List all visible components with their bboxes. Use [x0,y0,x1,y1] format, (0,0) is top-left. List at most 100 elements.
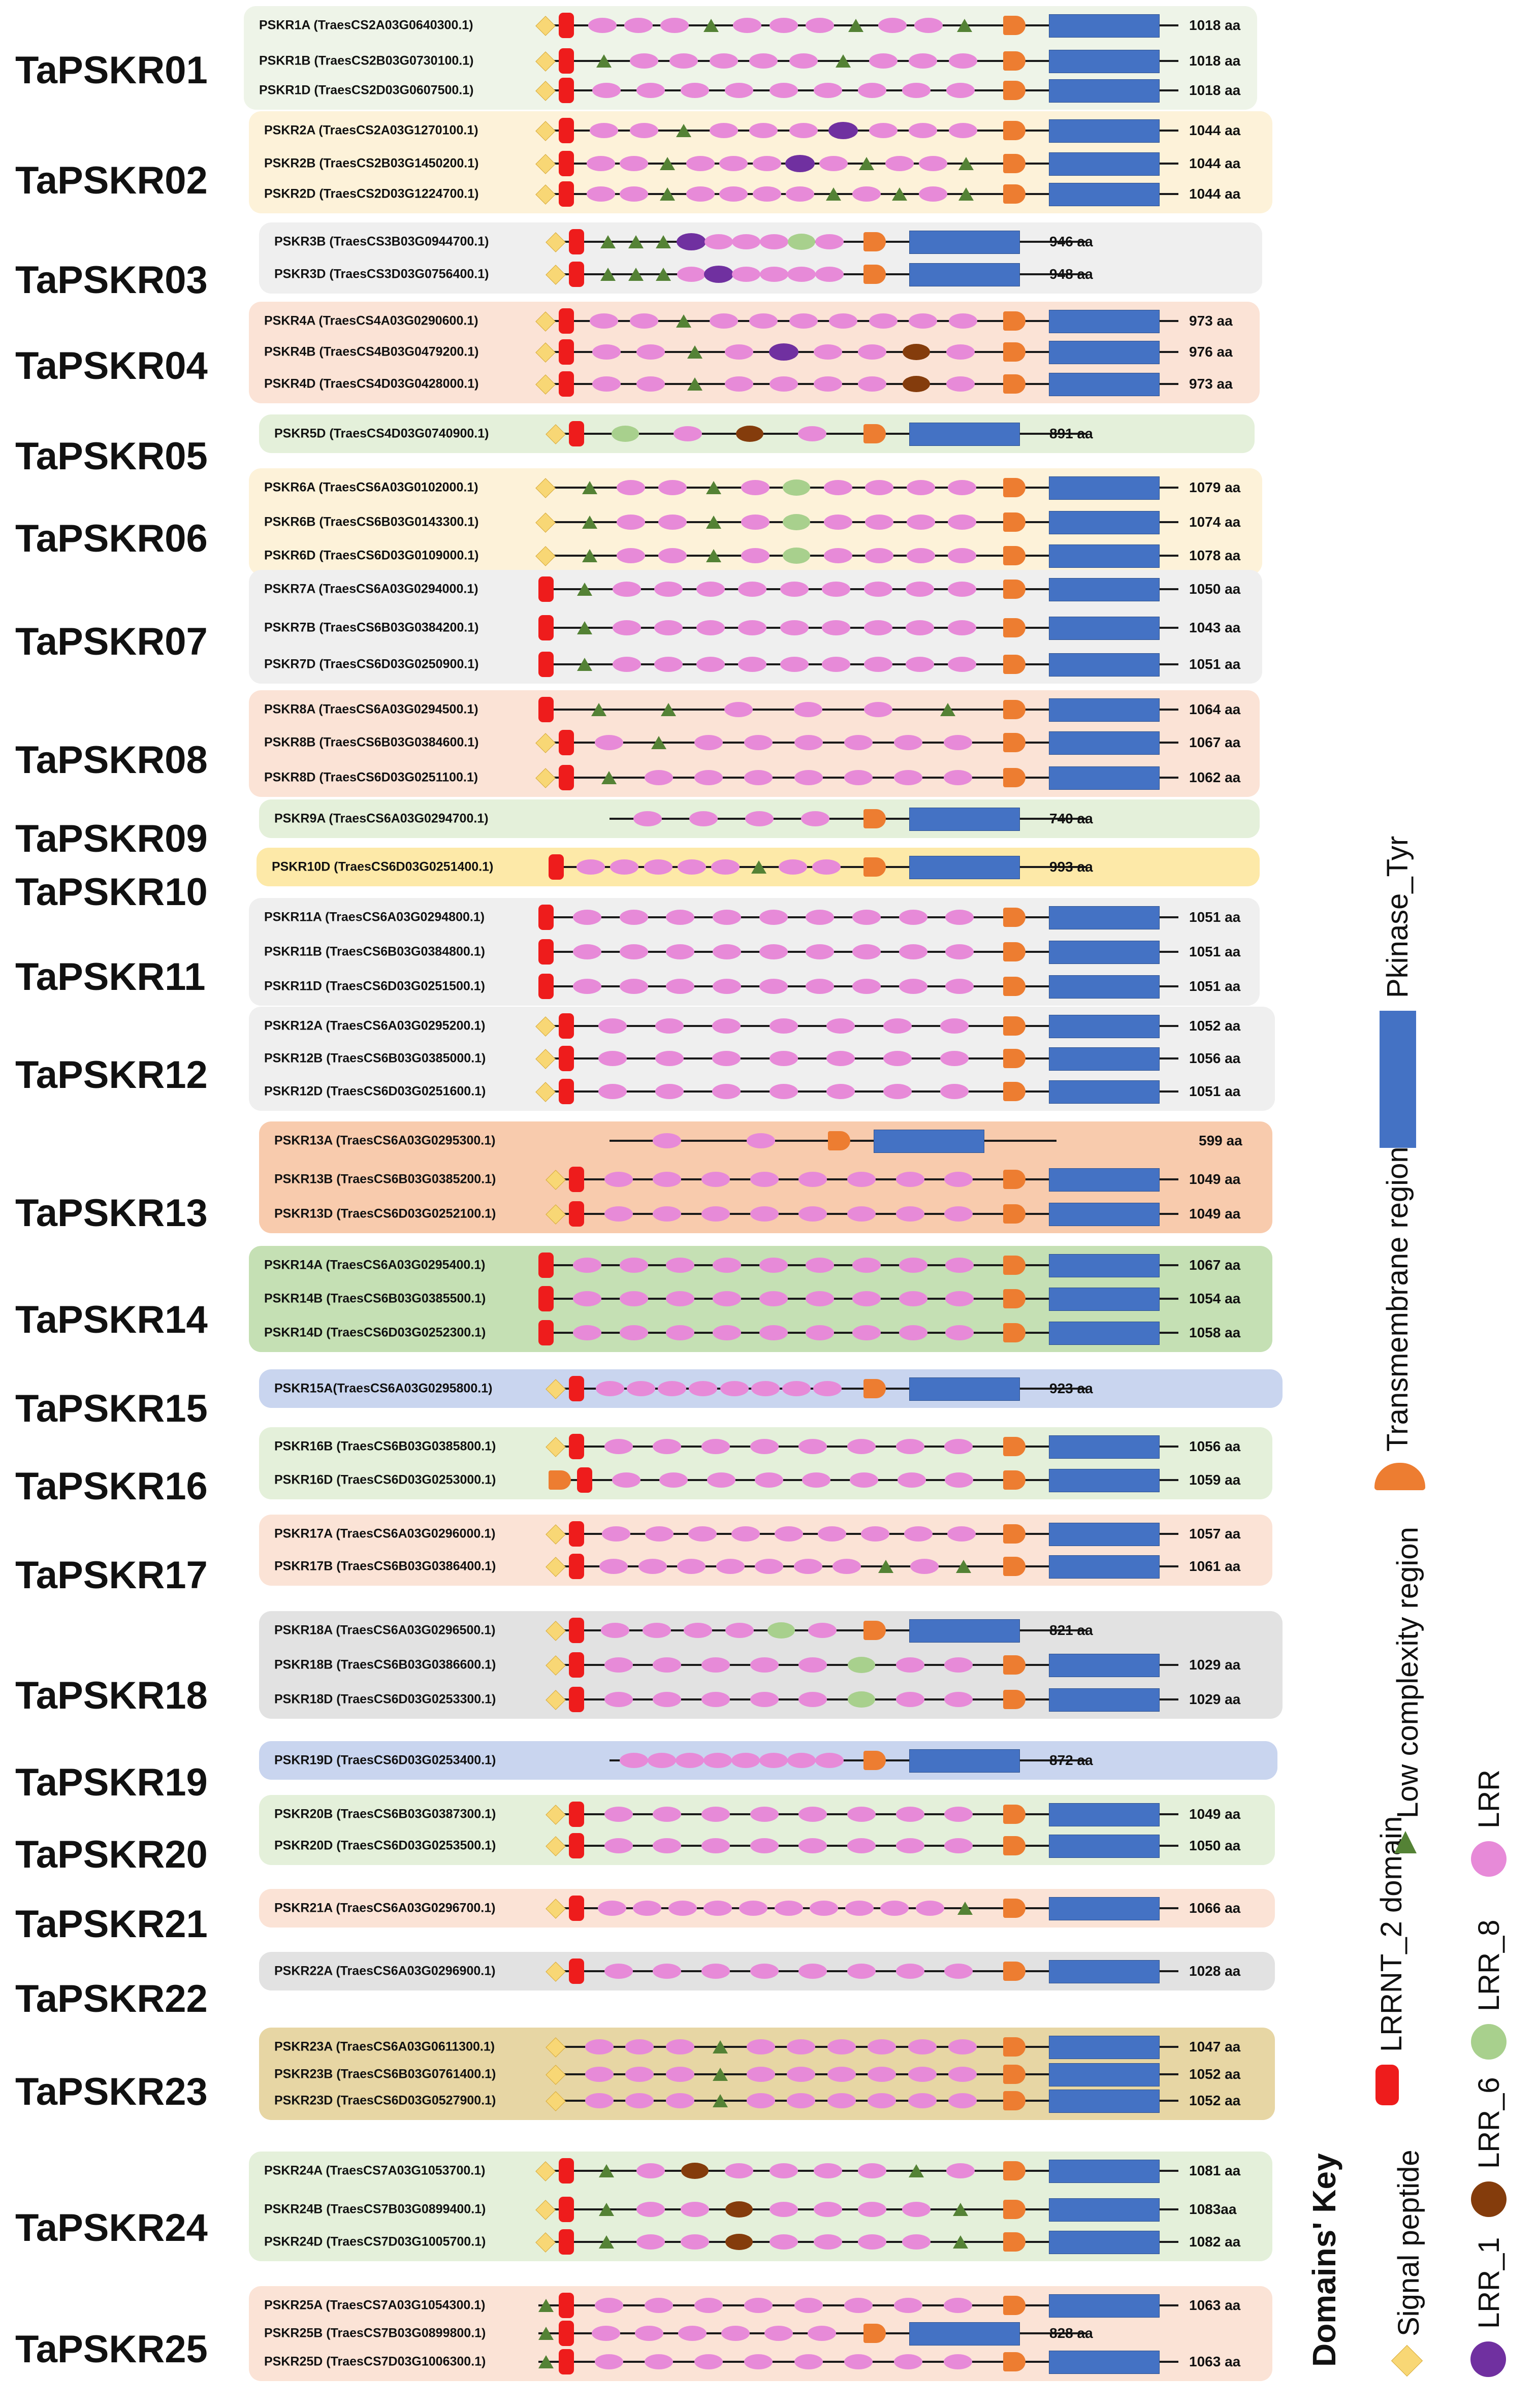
lrr-marker [852,910,881,925]
lrr-marker [847,1439,876,1454]
lrr-marker [694,735,723,750]
protein-length-label: 1051 aa [1189,944,1241,959]
legend-pkinase-icon [1380,1011,1416,1148]
transmembrane-marker [1003,1016,1026,1036]
lrr-marker [595,735,624,750]
protein-id-label: PSKR10D (TraesCS6D03G0251400.1) [272,859,494,874]
lrr-marker [655,1084,684,1099]
pkinase-tyr-domain-marker [1049,1435,1160,1459]
pkinase-tyr-domain-marker [1049,1288,1160,1311]
protein-length-label: 1074 aa [1189,514,1241,530]
lrr-marker [712,944,741,959]
pkinase-tyr-domain-marker [1049,1254,1160,1277]
transmembrane-marker [863,1379,886,1398]
lrr-marker [852,979,881,994]
low-complexity-marker [958,187,974,201]
lrr-marker [750,1206,779,1222]
protein-id-label: PSKR5D (TraesCS4D03G0740900.1) [274,426,489,441]
lrr-marker [869,123,898,138]
lrr-marker [865,515,894,530]
protein-id-label: PSKR6B (TraesCS6B03G0143300.1) [264,515,479,529]
lrr-marker [619,944,648,959]
lrr-marker [719,186,748,202]
lrr-marker [712,910,741,925]
lrr-marker [586,156,615,171]
protein-id-label: PSKR8A (TraesCS6A03G0294500.1) [264,702,478,717]
transmembrane-marker [1003,1323,1026,1342]
protein-id-label: PSKR12B (TraesCS6B03G0385000.1) [264,1051,486,1066]
protein-length-label: 923 aa [1049,1380,1093,1396]
lrr-marker [906,582,935,597]
protein-backbone [538,555,1178,557]
protein-backbone [610,818,1087,820]
protein-id-label: PSKR11A (TraesCS6A03G0294800.1) [264,910,485,924]
legend-label-lrr1: LRR_1 [1472,2237,1506,2329]
lrr-6-marker [903,344,931,360]
protein-length-label: 1059 aa [1189,1472,1241,1488]
protein-length-label: 1078 aa [1189,548,1241,563]
lrr-marker [885,156,914,171]
lrr-marker [712,979,741,994]
protein-backbone [538,1025,1178,1027]
legend-label-tm: Transmembrane region [1381,1146,1414,1452]
lrr-marker [945,1291,974,1306]
lrr-marker [947,657,976,672]
lrr-marker [712,1084,741,1099]
lrr-marker [945,1325,974,1340]
lrr-marker [948,313,977,329]
lrr-marker [794,702,823,717]
legend-label-lcr: Low complexity region [1391,1527,1424,1818]
protein-backbone [538,320,1178,322]
lrr-marker [806,979,835,994]
legend-lrr8-icon [1471,2024,1507,2060]
protein-length-label: 1058 aa [1189,1325,1241,1340]
lrr-marker [906,515,935,530]
pkinase-tyr-domain-marker [909,423,1020,446]
lrr-marker [948,123,977,138]
lrr-marker [655,1018,684,1034]
lrr-8-marker [783,548,811,564]
lrr-marker [654,620,683,635]
lrr-marker [746,1133,775,1148]
lrr-marker [694,770,723,785]
lrr-marker [686,186,715,202]
lrrnt2-domain-marker [569,1376,584,1401]
lrr-marker [806,944,835,959]
protein-id-label: PSKR2A (TraesCS2A03G1270100.1) [264,123,478,138]
lrr-marker [752,186,781,202]
lrr-marker [749,53,778,69]
lrr-marker [940,1051,969,1066]
lrr-marker [719,156,748,171]
lrr-marker [732,234,761,249]
lrr-marker [899,944,927,959]
lrr-marker [741,480,770,495]
lrr-marker [712,1051,741,1066]
lrr-marker [883,1051,912,1066]
lrr-marker [878,18,907,33]
pkinase-tyr-domain-marker [1049,79,1160,103]
pkinase-tyr-domain-marker [1049,310,1160,333]
pkinase-tyr-domain-marker [1049,975,1160,999]
lrrnt2-domain-marker [559,181,574,207]
lrrnt2-domain-marker [538,974,554,999]
lrr-marker [863,702,892,717]
protein-length-label: 1044 aa [1189,186,1241,202]
protein-id-label: PSKR3B (TraesCS3B03G0944700.1) [274,234,489,249]
transmembrane-marker [1003,1082,1026,1101]
protein-id-label: PSKR17B (TraesCS6B03G0386400.1) [274,1559,496,1574]
low-complexity-marker [600,235,616,248]
protein-id-label: PSKR16B (TraesCS6B03G0385800.1) [274,1439,496,1454]
protein-id-label: PSKR13A (TraesCS6A03G0295300.1) [274,1133,496,1148]
lrr-marker [906,620,935,635]
protein-id-label: PSKR8B (TraesCS6B03G0384600.1) [264,735,479,750]
lrr-marker [741,548,770,563]
lrr-1-marker [768,343,798,361]
low-complexity-marker [591,703,606,716]
lrr-marker [822,582,851,597]
lrrnt2-domain-marker [569,262,584,287]
transmembrane-marker [1003,184,1026,204]
low-complexity-marker [676,314,692,328]
pkinase-tyr-domain-marker [1049,906,1160,929]
lrr-8-marker [788,234,816,250]
